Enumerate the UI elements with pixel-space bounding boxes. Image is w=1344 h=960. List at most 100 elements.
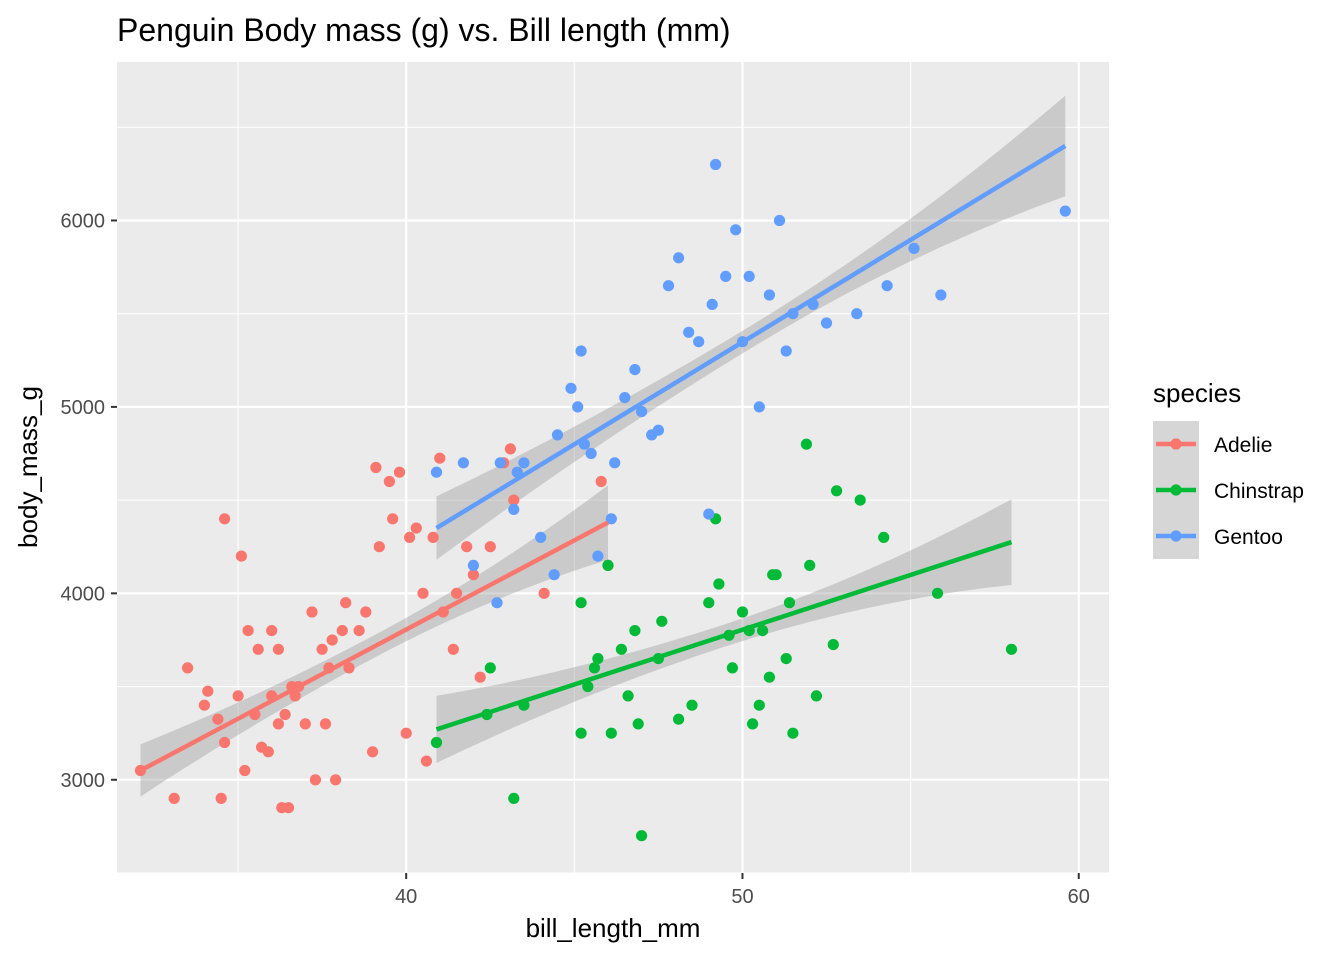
point-gentoo — [908, 242, 920, 254]
point-gentoo — [467, 559, 479, 572]
point-gentoo — [710, 158, 722, 171]
point-adelie — [272, 718, 284, 730]
fit-line-chinstrap — [435, 539, 1013, 732]
point-chinstrap — [686, 699, 698, 711]
point-adelie — [343, 662, 355, 674]
point-adelie — [410, 522, 422, 534]
point-adelie — [595, 475, 607, 488]
point-chinstrap — [575, 727, 587, 739]
point-adelie — [383, 475, 395, 488]
point-gentoo — [508, 503, 520, 515]
point-gentoo — [491, 597, 503, 609]
point-adelie — [279, 708, 291, 721]
point-adelie — [340, 597, 352, 609]
x-axis-title: bill_length_mm — [526, 913, 701, 943]
point-chinstrap — [726, 662, 739, 674]
legend-item-adelie: Adelie — [1153, 421, 1272, 467]
y-tick-label: 4000 — [61, 583, 106, 605]
confidence-band-gentoo — [436, 95, 1066, 560]
legend-title: species — [1153, 378, 1241, 408]
point-gentoo — [551, 429, 564, 441]
point-gentoo — [935, 289, 947, 301]
point-adelie — [538, 587, 550, 599]
point-adelie — [219, 513, 231, 525]
point-adelie — [373, 541, 385, 553]
point-adelie — [272, 643, 284, 655]
point-chinstrap — [636, 830, 648, 842]
point-gentoo — [457, 457, 469, 469]
point-adelie — [309, 774, 321, 786]
grid-lines — [117, 62, 1109, 874]
point-chinstrap — [854, 494, 866, 506]
y-tick-label: 5000 — [61, 397, 106, 419]
point-adelie — [427, 531, 439, 544]
point-chinstrap — [770, 569, 782, 581]
point-gentoo — [609, 457, 621, 469]
point-chinstrap — [484, 662, 496, 674]
point-adelie — [400, 727, 412, 739]
point-adelie — [306, 606, 318, 618]
point-adelie — [508, 494, 520, 506]
axis-ticks: 40 50 60 3000 4000 5000 6000 — [61, 210, 1090, 908]
point-chinstrap — [430, 736, 443, 749]
point-chinstrap — [508, 792, 520, 805]
point-gentoo — [518, 457, 530, 469]
point-chinstrap — [656, 615, 668, 627]
point-chinstrap — [602, 559, 614, 572]
point-chinstrap — [827, 639, 839, 651]
point-adelie — [182, 662, 194, 674]
point-adelie — [474, 671, 486, 683]
point-gentoo — [605, 513, 617, 525]
point-adelie — [461, 541, 473, 553]
point-gentoo — [565, 382, 577, 394]
y-tick-label: 3000 — [61, 770, 106, 792]
point-adelie — [252, 643, 264, 655]
point-gentoo — [881, 280, 893, 292]
point-adelie — [316, 643, 328, 655]
point-gentoo — [430, 466, 443, 478]
point-gentoo — [629, 364, 641, 376]
point-gentoo — [673, 252, 685, 264]
point-adelie — [232, 690, 244, 702]
point-adelie — [451, 587, 463, 599]
point-adelie — [266, 625, 278, 637]
legend-item-chinstrap: Chinstrap — [1153, 467, 1304, 513]
data-points — [134, 158, 1071, 842]
point-chinstrap — [1005, 643, 1018, 655]
point-adelie — [504, 443, 516, 455]
point-gentoo — [753, 401, 765, 413]
point-gentoo — [706, 298, 718, 310]
point-adelie — [219, 736, 231, 749]
confidence-band-chinstrap — [436, 499, 1012, 763]
point-gentoo — [780, 345, 792, 357]
point-adelie — [420, 755, 432, 767]
point-adelie — [467, 569, 479, 581]
point-gentoo — [494, 457, 506, 469]
point-gentoo — [743, 270, 755, 282]
point-adelie — [168, 792, 180, 805]
point-adelie — [215, 792, 227, 805]
point-chinstrap — [800, 438, 813, 450]
legend-key-point — [1170, 484, 1182, 496]
point-chinstrap — [878, 531, 890, 544]
point-gentoo — [851, 308, 863, 320]
point-gentoo — [693, 336, 705, 348]
point-chinstrap — [615, 643, 628, 655]
point-adelie — [212, 713, 224, 725]
point-chinstrap — [575, 597, 587, 609]
point-adelie — [447, 643, 459, 655]
point-adelie — [353, 625, 365, 637]
point-gentoo — [1059, 205, 1071, 217]
point-gentoo — [763, 289, 776, 301]
point-gentoo — [652, 424, 665, 436]
point-adelie — [289, 690, 301, 702]
point-chinstrap — [831, 485, 843, 497]
legend-item-gentoo: Gentoo — [1153, 513, 1283, 559]
point-gentoo — [592, 550, 604, 562]
point-chinstrap — [632, 718, 644, 730]
point-adelie — [330, 774, 342, 786]
point-chinstrap — [673, 713, 685, 725]
legend-label: Gentoo — [1214, 526, 1283, 549]
fit-line-gentoo — [435, 143, 1067, 531]
point-adelie — [242, 625, 254, 637]
